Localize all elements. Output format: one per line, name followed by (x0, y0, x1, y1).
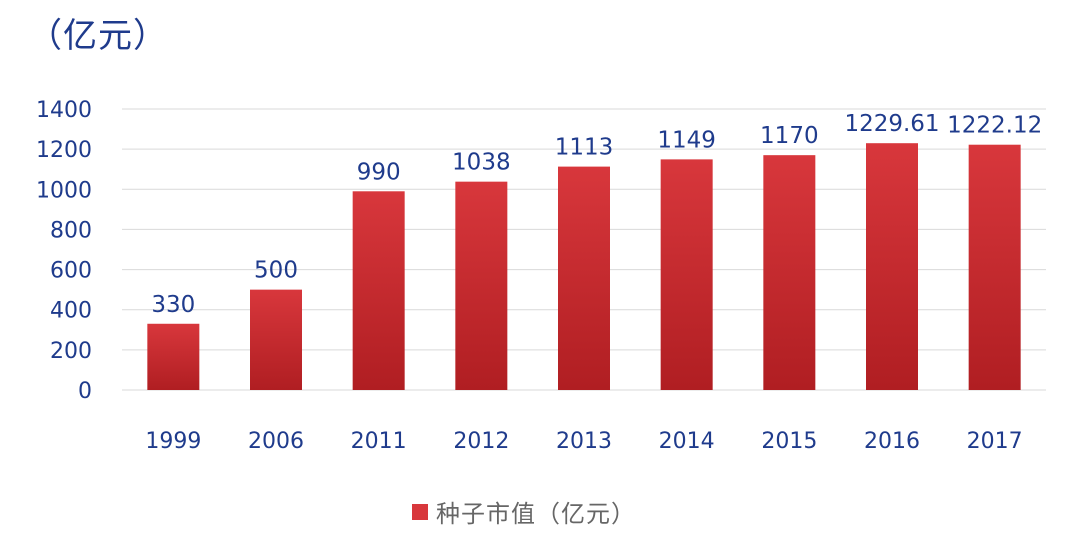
bar-2016 (866, 143, 918, 390)
bar-2014 (660, 159, 713, 390)
x-tick-label-2006: 2006 (248, 429, 304, 454)
x-tick-label-2012: 2012 (453, 429, 509, 454)
unit-label: （亿元） (28, 16, 168, 56)
bar-2017 (968, 144, 1021, 390)
legend: 种子市值（亿元） (412, 494, 636, 529)
y-tick-label: 200 (50, 339, 92, 364)
x-tick-label-2011: 2011 (351, 429, 407, 454)
bar-1999 (147, 323, 200, 390)
data-label-2014: 1149 (657, 127, 716, 153)
data-label-2016: 1229.61 (844, 111, 939, 137)
data-label-2011: 990 (357, 159, 401, 185)
bar-2006 (250, 289, 302, 390)
x-tick-label-2017: 2017 (967, 429, 1023, 454)
data-label-2006: 500 (254, 258, 298, 284)
x-tick-label-2013: 2013 (556, 429, 612, 454)
bars (147, 143, 1021, 390)
data-label-1999: 330 (151, 292, 195, 318)
y-tick-label: 400 (50, 299, 92, 324)
data-label-2012: 1038 (452, 150, 511, 176)
y-tick-label: 600 (50, 259, 92, 284)
data-label-2013: 1113 (555, 135, 614, 161)
bar-2011 (352, 191, 405, 390)
y-tick-label: 1000 (36, 178, 92, 203)
legend-swatch (412, 503, 428, 520)
data-labels: 330 500 990 1038 1113 1149 1170 1229.61 1222.12 (151, 111, 1042, 318)
x-tick-label-2015: 2015 (761, 429, 817, 454)
legend-label: 种子市值（亿元） (436, 500, 636, 528)
data-label-2015: 1170 (760, 123, 819, 149)
data-label-2017: 1222.12 (947, 113, 1042, 139)
y-tick-label: 1400 (36, 98, 92, 123)
x-axis-ticks: 1999 2006 2011 2012 2013 2014 2015 2016 2017 (145, 429, 1022, 454)
y-axis-ticks: 0 200 400 600 800 1000 1200 1400 (36, 98, 92, 404)
x-tick-label-2016: 2016 (864, 429, 920, 454)
bar-2012 (455, 181, 508, 390)
y-tick-label: 1200 (36, 138, 92, 163)
bar-2015 (763, 155, 816, 390)
x-tick-label-1999: 1999 (145, 429, 201, 454)
y-tick-label: 0 (78, 379, 92, 404)
bar-2013 (558, 166, 610, 390)
y-tick-label: 800 (50, 218, 92, 243)
x-tick-label-2014: 2014 (659, 429, 715, 454)
